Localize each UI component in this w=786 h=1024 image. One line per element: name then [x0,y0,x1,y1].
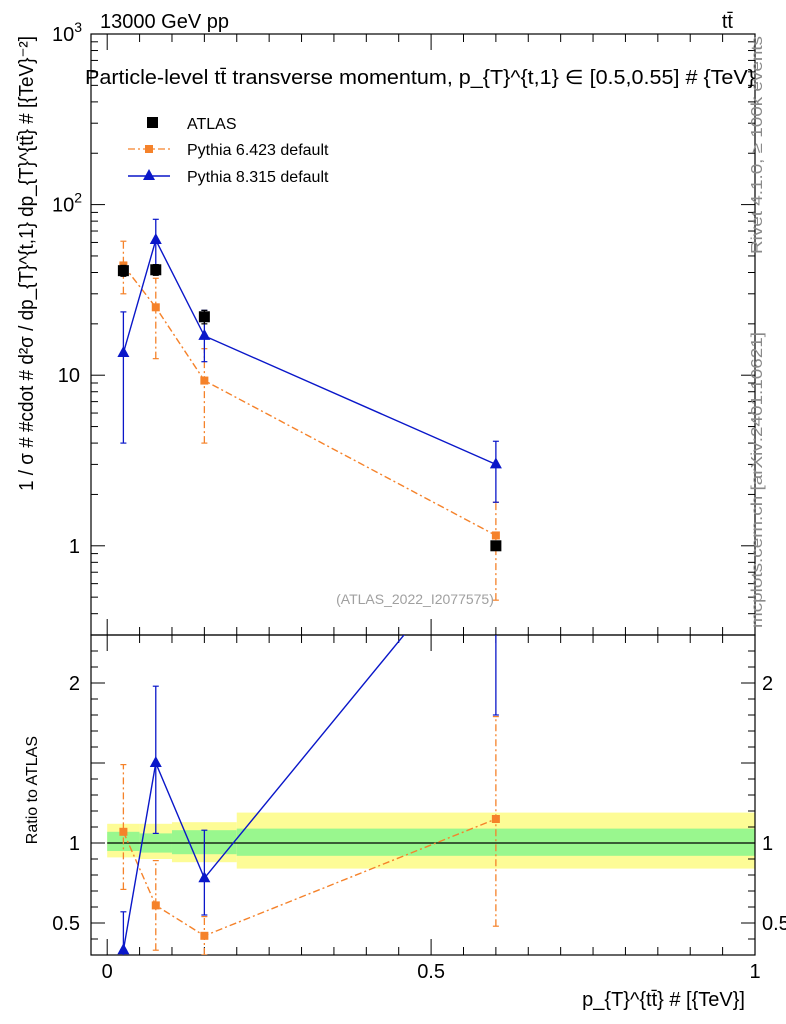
ratio-y-axis-label: Ratio to ATLAS [24,736,41,844]
main-series-pythia-8-315-default [117,218,502,503]
ratio-point [198,871,211,883]
legend-marker-pythia6 [145,145,153,153]
main-point [117,345,130,357]
main-point [117,265,129,277]
main-point [490,540,502,552]
ratio-y-tick-label-left: 0.5 [52,913,80,935]
main-point [198,311,210,323]
legend-label-pythia8: Pythia 8.315 default [187,169,329,186]
legend-marker-atlas [147,117,158,128]
plot-title: Particle-level tt̄ transverse momentum, … [85,67,755,89]
ratio-point [149,756,162,767]
main-point [198,328,211,340]
main-point [151,303,160,312]
main-axis-ticks [91,33,756,636]
main-y-tick-labels: 1 10 102 103 [52,19,82,558]
legend-marker-pythia8 [143,169,155,180]
x-tick-label: 1 [749,961,760,983]
ratio-point [491,815,500,823]
main-point [200,376,209,385]
main-data-marks [117,218,502,601]
x-axis-label: p_{T}^{tt̄} # [{TeV}] [582,989,745,1011]
main-series-pythia-6-423-default [119,240,500,601]
main-y-tick-label: 103 [52,19,82,46]
ratio-series-pythia-8-315-default [117,635,499,955]
ratio-series-line [122,818,497,937]
main-series-line [122,238,497,466]
main-y-tick-label: 10 [58,365,80,387]
rivet-version-label: Rivet 4.1.0, ≥ 100k events [749,36,766,254]
x-tick-label: 0 [102,961,113,983]
ratio-y-tick-label-left: 1 [69,833,80,855]
source-label: mcplots.cern.ch [arXiv:2401.10621] [749,332,766,628]
process-label: tt̄ [722,11,734,33]
main-y-tick-label: 102 [52,190,82,217]
legend: ATLAS Pythia 6.423 default Pythia 8.315 … [128,116,329,186]
ratio-point [200,931,209,940]
main-series-atlas [117,263,502,552]
ratio-series-pythia-6-423-default [119,715,500,955]
ratio-point [119,827,128,836]
ratio-series-line [122,635,405,951]
x-tick-label: 0.5 [417,961,445,983]
ratio-y-tick-label-right: 2 [762,673,773,695]
main-point [149,233,162,245]
ratio-axis-ticks [91,635,756,955]
ratio-y-tick-label-right: 1 [762,833,773,855]
ratio-data-marks [117,635,500,955]
ratio-panel-frame [90,634,756,956]
legend-label-atlas: ATLAS [187,116,237,133]
ratio-x-tick-labels: 0 0.5 1 [102,961,761,983]
ratio-point [117,943,130,955]
ratio-point [151,901,160,910]
main-series-line [122,264,497,537]
energy-label: 13000 GeV pp [100,11,229,33]
main-point [489,457,502,469]
ratio-y-tick-label-left: 2 [69,673,80,695]
main-point [491,531,500,540]
ratio-y-tick-label-right: 0.5 [762,913,786,935]
legend-label-pythia6: Pythia 6.423 default [187,142,329,159]
ratio-y-tick-labels: 0.5 0.5 1 1 2 2 [52,673,786,935]
main-point [150,264,162,276]
main-y-tick-label: 1 [69,536,80,558]
analysis-watermark: (ATLAS_2022_I2077575) [336,591,494,607]
main-y-axis-label: 1 / σ # #cdot # d²σ / dp_{T}^{t,1} dp_{T… [16,36,38,491]
